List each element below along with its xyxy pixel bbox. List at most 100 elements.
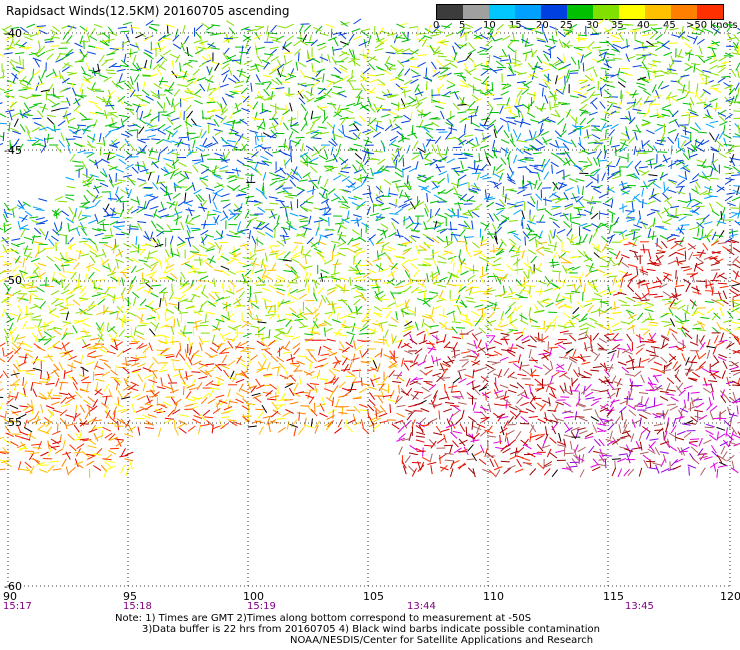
wind-barb [496, 168, 505, 175]
wind-barb [34, 324, 42, 332]
wind-barb [723, 144, 733, 146]
wind-barb [124, 130, 133, 137]
wind-barb [156, 223, 164, 230]
wind-barb [86, 305, 95, 312]
wind-barb [555, 27, 558, 37]
wind-barb [306, 188, 316, 193]
wind-barb [150, 115, 159, 122]
wind-barb [509, 322, 517, 329]
wind-barb [79, 308, 88, 315]
wind-barb [577, 93, 587, 98]
wind-barb [683, 268, 693, 272]
wind-barb [409, 49, 419, 55]
wind-barb [499, 105, 504, 115]
wind-barb [514, 268, 524, 271]
wind-barb [427, 24, 432, 34]
wind-barb [599, 212, 609, 216]
wind-barb [62, 61, 70, 69]
wind-barb [104, 123, 114, 127]
wind-barb [694, 262, 704, 267]
wind-barb [437, 192, 447, 194]
wind-barb [276, 274, 286, 280]
wind-barb [326, 79, 336, 84]
wind-barb [410, 111, 413, 121]
wind-barb [565, 28, 574, 35]
wind-barb [588, 111, 598, 116]
wind-barb [269, 36, 279, 39]
wind-barb [652, 145, 659, 154]
wind-barb [711, 231, 717, 241]
wind-barb [724, 195, 733, 202]
wind-barb [130, 276, 137, 285]
wind-barb [625, 53, 630, 63]
wind-barb [477, 48, 486, 54]
wind-barb [282, 41, 287, 50]
wind-barb [274, 251, 279, 261]
wind-barb [645, 283, 650, 293]
wind-barb [80, 227, 88, 236]
wind-barb [730, 95, 735, 105]
wind-barb [318, 221, 320, 231]
wind-barb [346, 103, 356, 107]
wind-barb [361, 222, 370, 228]
wind-barb [394, 199, 398, 209]
wind-barb [733, 303, 740, 308]
wind-barb [452, 311, 456, 321]
wind-barb [570, 69, 580, 72]
wind-barb [689, 102, 693, 112]
wind-barb [251, 235, 257, 245]
wind-barb [233, 252, 242, 258]
wind-barb [159, 187, 168, 194]
wind-barb [165, 268, 174, 274]
wind-barb [71, 87, 77, 97]
wind-barb [286, 171, 293, 180]
wind-barb [138, 118, 147, 125]
wind-barb [191, 182, 196, 192]
wind-barb [222, 152, 226, 162]
wind-barb [325, 23, 335, 29]
wind-barb [150, 90, 159, 97]
wind-barb [471, 144, 481, 149]
wind-barb [211, 166, 220, 173]
wind-barb [648, 174, 658, 177]
wind-barb [577, 37, 587, 40]
wind-barb [287, 117, 297, 122]
wind-barb [313, 26, 322, 32]
wind-barb [352, 35, 362, 41]
wind-barb [713, 28, 720, 36]
wind-barb [61, 24, 71, 29]
wind-barb [671, 292, 679, 300]
wind-barb [626, 218, 636, 222]
wind-barb [414, 321, 419, 331]
wind-barb [328, 36, 337, 41]
wind-barb [669, 328, 678, 334]
wind-barb [275, 199, 285, 203]
wind-barb [277, 301, 280, 311]
wind-barb [164, 312, 167, 322]
wind-barb [731, 52, 740, 56]
wind-barb [660, 132, 665, 142]
wind-barb [159, 54, 168, 62]
wind-barb [650, 346, 660, 349]
wind-barb [504, 307, 512, 315]
wind-barb [268, 68, 277, 75]
wind-barb [429, 340, 436, 349]
wind-barb [333, 332, 343, 335]
wind-barb [86, 345, 96, 349]
wind-barb [99, 321, 105, 331]
wind-barb [231, 169, 241, 172]
wind-barb [142, 81, 146, 91]
wind-barb [152, 307, 161, 312]
wind-barb [640, 185, 650, 188]
wind-barb [533, 233, 542, 239]
wind-barb [120, 59, 129, 67]
wind-barb [620, 94, 623, 104]
wind-barb [251, 302, 260, 309]
wind-barb [421, 315, 431, 319]
wind-barb [449, 91, 459, 94]
wind-barb [231, 335, 239, 343]
wind-barb [492, 166, 496, 176]
wind-barb [591, 243, 600, 250]
wind-barb [583, 51, 592, 58]
wind-barb [187, 78, 196, 82]
